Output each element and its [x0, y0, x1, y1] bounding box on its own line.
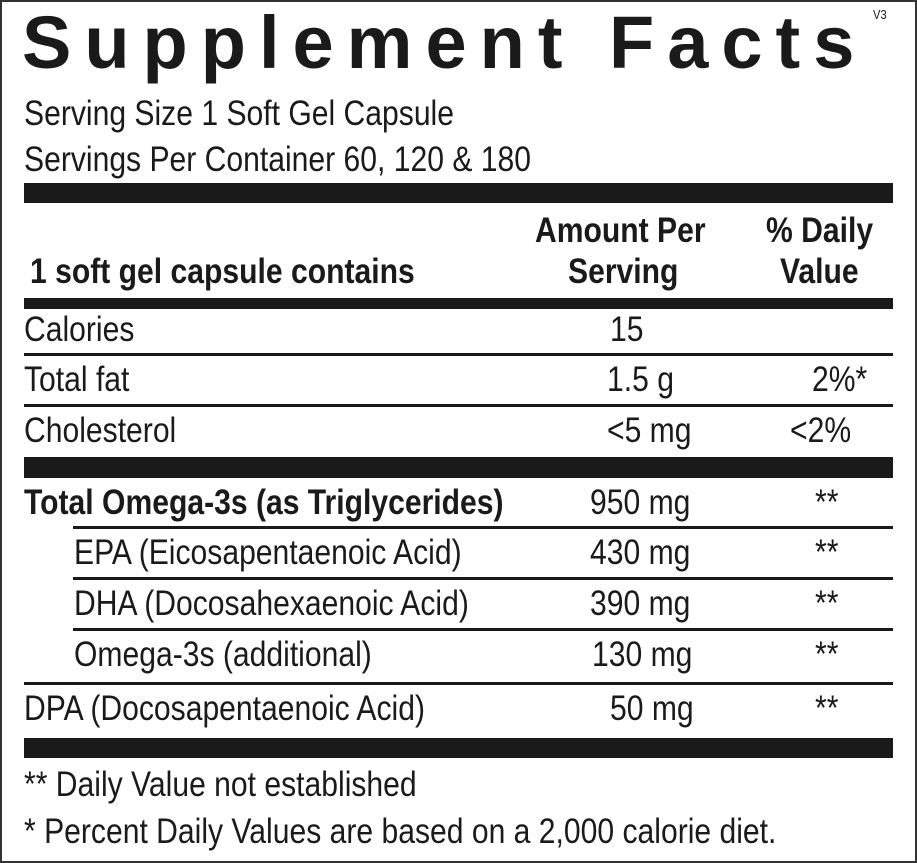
row-name: DPA (Docosapentaenoic Acid) [24, 689, 426, 728]
row-dv: <2% [790, 411, 852, 450]
footnote-percent-dv: * Percent Daily Values are based on a 2,… [24, 812, 777, 851]
row-name: Total fat [24, 360, 130, 399]
divider-thick [24, 457, 893, 478]
row-dv: ** [815, 483, 839, 522]
serving-size: Serving Size 1 Soft Gel Capsule [24, 94, 454, 133]
row-amount: 15 [610, 310, 644, 349]
row-amount: 130 mg [592, 635, 693, 674]
divider-medium [24, 298, 893, 309]
divider-thin [24, 353, 893, 356]
header-contains: 1 soft gel capsule contains [30, 252, 415, 291]
row-name: Omega-3s (additional) [74, 635, 372, 674]
row-dv: ** [815, 533, 839, 572]
row-amount: 50 mg [610, 689, 694, 728]
divider-thin [73, 526, 893, 529]
row-amount: 390 mg [590, 584, 691, 623]
row-name: DHA (Docosahexaenoic Acid) [74, 584, 469, 623]
divider-thick [24, 738, 893, 758]
label-title: Supplement Facts [22, 1, 868, 84]
row-name: Calories [24, 310, 135, 349]
header-dv-1: % Daily [766, 211, 874, 250]
footnote-dv-not-established: ** Daily Value not established [24, 765, 417, 804]
row-amount: 1.5 g [607, 360, 674, 399]
row-dv: 2%* [812, 360, 868, 399]
row-amount: 950 mg [590, 483, 691, 522]
divider-thin [24, 682, 893, 685]
row-dv: ** [815, 635, 839, 674]
version-mark: V3 [873, 7, 887, 22]
header-amount-2: Serving [568, 252, 679, 291]
header-amount-1: Amount Per [535, 211, 706, 250]
row-amount: <5 mg [607, 411, 692, 450]
row-name: Total Omega-3s (as Triglycerides) [24, 483, 504, 522]
row-name: EPA (Eicosapentaenoic Acid) [74, 533, 462, 572]
row-dv: ** [815, 689, 839, 728]
row-name: Cholesterol [24, 411, 177, 450]
divider-thin [73, 577, 893, 580]
row-dv: ** [815, 584, 839, 623]
divider-thin [24, 404, 893, 407]
servings-per-container: Servings Per Container 60, 120 & 180 [24, 140, 531, 179]
row-amount: 430 mg [590, 533, 691, 572]
header-dv-2: Value [780, 252, 859, 291]
divider-thin [73, 628, 893, 631]
divider-thick [24, 183, 893, 203]
